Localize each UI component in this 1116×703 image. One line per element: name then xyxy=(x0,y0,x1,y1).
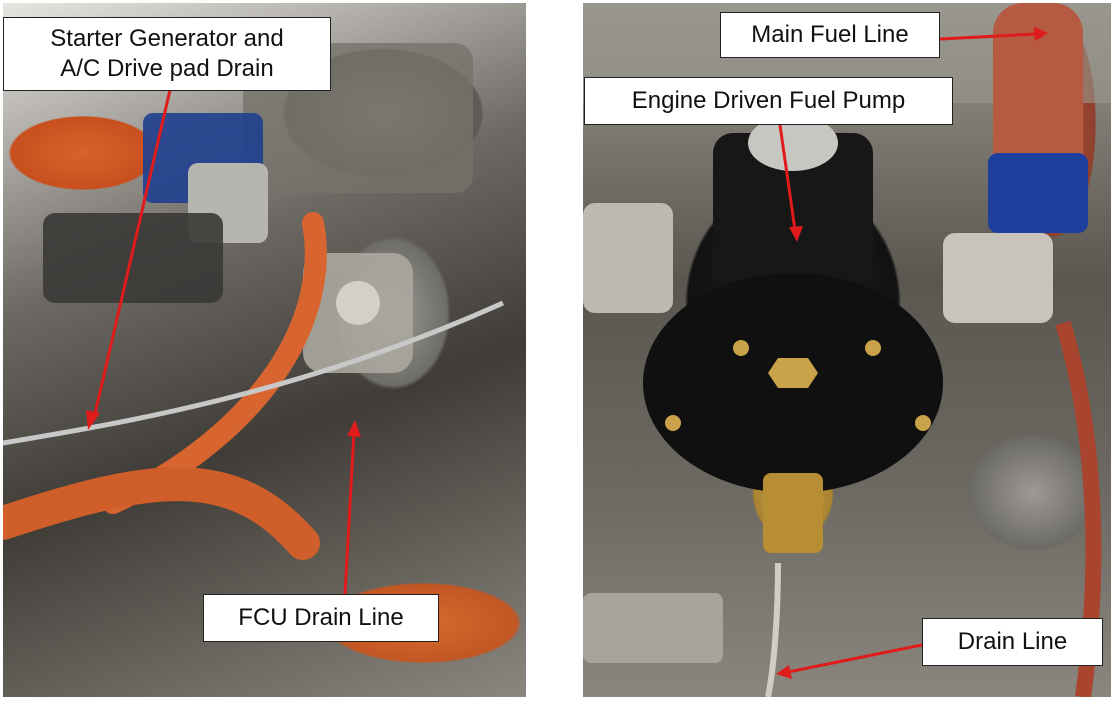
label-drain-line: Drain Line xyxy=(922,618,1103,666)
arrow-drain-line xyxy=(776,643,923,679)
arrow-fuel-pump xyxy=(778,124,803,242)
label-main-fuel-line: Main Fuel Line xyxy=(720,12,940,58)
engine-components-right-art xyxy=(583,3,1111,697)
arrow-fcu-drain xyxy=(343,420,361,595)
engine-photo-left xyxy=(3,3,526,697)
label-engine-driven-fuel-pump: Engine Driven Fuel Pump xyxy=(584,77,953,125)
label-starter-generator-drain: Starter Generator and A/C Drive pad Drai… xyxy=(3,17,331,91)
engine-components-left-art xyxy=(3,43,505,560)
label-fcu-drain-line: FCU Drain Line xyxy=(203,594,439,642)
arrow-main-fuel xyxy=(921,27,1048,42)
arrow-starter-drain xyxy=(86,89,172,430)
label-starter-line2: A/C Drive pad Drain xyxy=(60,55,274,82)
label-starter-line1: Starter Generator and xyxy=(50,25,284,52)
